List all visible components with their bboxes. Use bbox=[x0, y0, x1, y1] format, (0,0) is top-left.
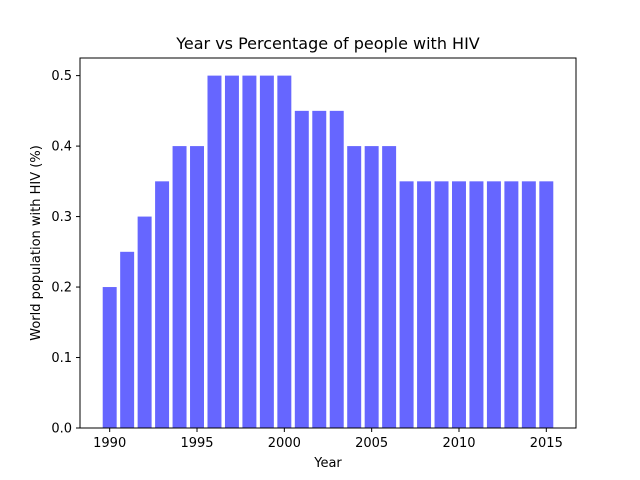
bar-2011 bbox=[469, 181, 484, 428]
bar-2002 bbox=[312, 110, 327, 428]
bar-2009 bbox=[434, 181, 449, 428]
y-tick-label: 0.3 bbox=[51, 210, 72, 225]
bar-2001 bbox=[294, 110, 309, 428]
bar-2010 bbox=[452, 181, 466, 428]
x-tick-label: 1990 bbox=[93, 436, 126, 451]
bar-2007 bbox=[399, 181, 414, 428]
bar-2012 bbox=[486, 181, 501, 428]
x-axis-ticks: 1990 1995 2000 2005 2010 2015 bbox=[93, 428, 563, 451]
bar-1998 bbox=[242, 75, 257, 428]
bar-1990 bbox=[102, 287, 117, 428]
y-axis-label: World population with HIV (%) bbox=[29, 145, 44, 341]
x-tick-label: 2010 bbox=[442, 436, 475, 451]
chart-title: Year vs Percentage of people with HIV bbox=[175, 34, 480, 53]
x-tick-label: 2005 bbox=[355, 436, 388, 451]
x-tick-label: 1995 bbox=[180, 436, 213, 451]
y-tick-label: 0.1 bbox=[51, 351, 72, 366]
plot-frame bbox=[79, 57, 577, 429]
bar-1996 bbox=[207, 75, 222, 428]
bar-1993 bbox=[155, 181, 170, 428]
bar-2004 bbox=[347, 146, 362, 428]
x-tick-label: 2000 bbox=[268, 436, 301, 451]
bar-1992 bbox=[137, 216, 152, 428]
bar-2005 bbox=[364, 146, 379, 428]
bar-1994 bbox=[172, 146, 187, 428]
bars-group bbox=[102, 75, 554, 428]
bar-2003 bbox=[329, 110, 344, 428]
bar-2006 bbox=[382, 146, 397, 428]
x-tick-label: 2015 bbox=[530, 436, 563, 451]
bar-1991 bbox=[120, 251, 135, 428]
bar-2000 bbox=[277, 75, 292, 428]
x-axis-label: Year bbox=[313, 456, 342, 471]
y-tick-label: 0.0 bbox=[51, 422, 72, 437]
y-axis-ticks: 0.0 0.1 0.2 0.3 0.4 0.5 bbox=[51, 69, 80, 437]
y-tick-label: 0.2 bbox=[51, 281, 72, 296]
bar-1997 bbox=[224, 75, 239, 428]
bar-2014 bbox=[521, 181, 536, 428]
y-tick-label: 0.5 bbox=[51, 69, 72, 84]
bar-1995 bbox=[190, 146, 204, 428]
bar-2008 bbox=[417, 181, 432, 428]
bar-1999 bbox=[259, 75, 274, 428]
bar-2015 bbox=[539, 181, 554, 428]
bar-2013 bbox=[504, 181, 519, 428]
y-tick-label: 0.4 bbox=[51, 140, 72, 155]
